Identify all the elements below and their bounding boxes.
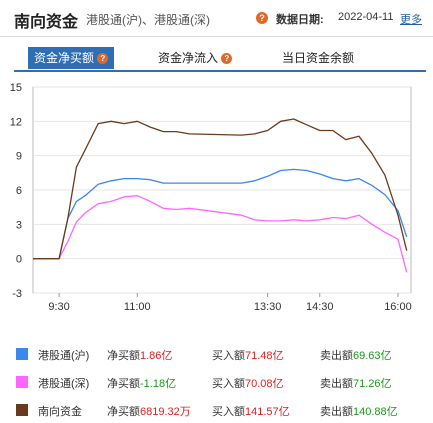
buy-value: 141.57亿 [245,406,290,418]
buy-value: 70.08亿 [245,378,284,390]
x-tick-label: 14:30 [306,301,334,313]
y-tick-label: 0 [16,254,22,266]
sell-value: 71.26亿 [353,378,392,390]
legend-name: 港股通(沪) [38,350,90,362]
y-tick-label: 12 [10,116,22,128]
legend-swatch [16,404,28,416]
tab-underline [14,70,426,72]
x-tick-label: 11:00 [124,301,151,313]
legend-net: 净买额-1.18亿 [107,375,176,391]
sell-label: 卖出额 [320,350,353,362]
y-tick-label: 15 [10,82,22,94]
buy-value: 71.48亿 [245,350,284,362]
page-subtitle: 港股通(沪)、港股通(深) [86,13,210,27]
more-link[interactable]: 更多 [400,14,422,26]
sell-value: 140.88亿 [353,406,398,418]
help-icon[interactable]: ? [97,53,109,65]
y-axis: 15 12 9 6 3 0 -3 [10,82,22,300]
legend-row-hk-sh: 港股通(沪) 净买额1.86亿 买入额71.48亿 卖出额69.63亿 [0,344,433,364]
series-lines [33,118,408,273]
sell-label: 卖出额 [320,406,353,418]
y-tick-label: 3 [16,219,22,231]
tab-net-inflow[interactable]: 资金净流入 ? [158,47,233,69]
x-axis: 9:30 11:00 13:30 14:30 16:00 [48,293,412,313]
page-title: 南向资金 [14,14,79,31]
legend-swatch [16,348,28,360]
net-label: 净买额 [107,350,140,362]
tab-net-buy[interactable]: 资金净买额 ? [28,47,115,69]
buy-label: 买入额 [212,378,245,390]
legend-sell: 卖出额71.26亿 [320,375,392,391]
tab-bar: 资金净买额 ? 资金净流入 ? 当日资金余额 [0,40,433,72]
legend-sell: 卖出额69.63亿 [320,347,392,363]
x-tick-label: 16:00 [384,301,412,313]
y-tick-label: 9 [16,151,22,163]
legend-row-hk-sz: 港股通(深) 净买额-1.18亿 买入额70.08亿 卖出额71.26亿 [0,372,433,392]
x-tick-label: 9:30 [48,301,69,313]
net-buy-chart: 15 12 9 6 3 0 -3 9:30 11:00 13:30 14:30 16:00 [10,82,412,313]
legend-row-south: 南向资金 净买额6819.32万 买入额141.57亿 卖出额140.88亿 [0,400,433,420]
grid [33,86,411,294]
legend-swatch [16,376,28,388]
y-tick-label: -3 [12,288,22,300]
legend-name: 港股通(深) [38,378,90,390]
buy-label: 买入额 [212,350,245,362]
help-icon[interactable]: ? [221,53,233,65]
header: 南向资金 港股通(沪)、港股通(深) ? 数据日期: 2022-04-11 更多 [0,0,433,36]
net-label: 净买额 [107,378,140,390]
net-value: 1.86亿 [140,350,173,362]
x-tick-label: 13:30 [254,301,282,313]
sell-value: 69.63亿 [353,350,392,362]
tab-net-buy-label: 资金净买额 [34,51,95,65]
buy-label: 买入额 [212,406,245,418]
series-line-hk-sz [33,195,408,273]
y-tick-label: 6 [16,185,22,197]
legend-name: 南向资金 [38,406,82,418]
sell-label: 卖出额 [320,378,353,390]
tab-balance-label: 当日资金余额 [282,51,355,65]
help-icon[interactable]: ? [256,12,268,24]
date-value: 2022-04-11 [338,11,394,23]
series-line-south [33,118,408,260]
legend-sell: 卖出额140.88亿 [320,403,398,419]
legend-buy: 买入额141.57亿 [212,403,290,419]
net-value: -1.18亿 [140,378,177,390]
date-label: 数据日期: [276,14,324,26]
series-line-hk-sh [33,168,408,260]
tab-balance[interactable]: 当日资金余额 [282,47,354,69]
legend-net: 净买额1.86亿 [107,347,172,363]
net-value: 6819.32万 [140,406,191,418]
header-divider [0,36,433,37]
legend-net: 净买额6819.32万 [107,403,191,419]
tab-net-inflow-label: 资金净流入 [158,51,219,65]
net-label: 净买额 [107,406,140,418]
legend-buy: 买入额70.08亿 [212,375,284,391]
legend-buy: 买入额71.48亿 [212,347,284,363]
